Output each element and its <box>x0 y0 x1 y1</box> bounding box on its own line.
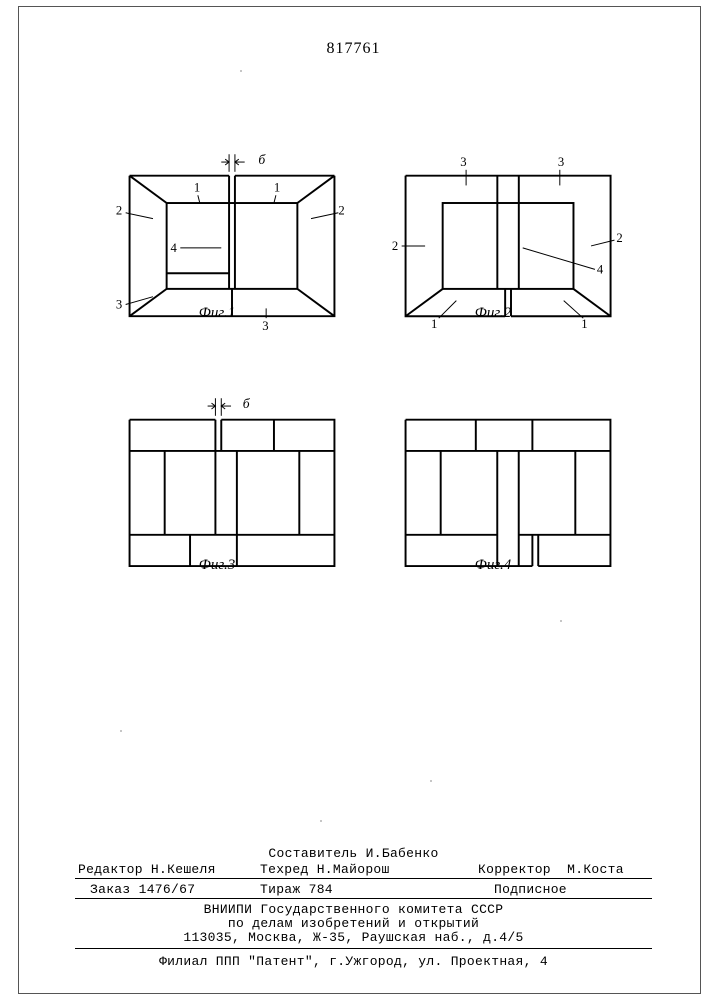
figure-3: б Фиг.3 <box>112 388 322 578</box>
rule-3 <box>75 948 652 949</box>
fig1-gap-label: б <box>258 152 266 167</box>
meta-editor: Редактор Н.Кешеля <box>78 862 216 877</box>
meta-techred: Техред Н.Майорош <box>260 862 390 877</box>
rule-1 <box>75 878 652 879</box>
fig1-caption: Фиг.1 <box>112 305 322 322</box>
meta-corrector: Корректор М.Коста <box>478 862 624 877</box>
doc-number: 817761 <box>0 40 707 58</box>
meta-filial: Филиал ППП "Патент", г.Ужгород, ул. Прое… <box>0 954 707 969</box>
fig2-caption: Фиг.2 <box>388 305 598 322</box>
page: 817761 <box>0 0 707 1000</box>
rule-2 <box>75 898 652 899</box>
svg-text:1: 1 <box>274 180 280 194</box>
meta-addr: 113035, Москва, Ж-35, Раушская наб., д.4… <box>0 930 707 945</box>
figure-2: 3 3 2 2 4 1 1 Фиг.2 <box>388 144 598 324</box>
meta-line0: Составитель И.Бабенко <box>0 846 707 861</box>
svg-text:4: 4 <box>597 262 604 276</box>
svg-text:1: 1 <box>194 180 200 194</box>
meta-dept: по делам изобретений и открытий <box>0 916 707 931</box>
svg-text:3: 3 <box>460 155 466 169</box>
meta-tirazh: Тираж 784 <box>260 882 333 897</box>
fig4-caption: Фиг.4 <box>388 557 598 574</box>
svg-text:2: 2 <box>616 231 622 245</box>
svg-text:2: 2 <box>392 239 398 253</box>
figure-1: б 1 1 2 2 4 3 3 Фиг.1 <box>112 144 322 324</box>
svg-text:3: 3 <box>558 155 564 169</box>
figure-4: Фиг.4 <box>388 388 598 578</box>
svg-text:4: 4 <box>171 241 178 255</box>
svg-text:2: 2 <box>116 204 122 218</box>
svg-text:б: б <box>243 396 251 411</box>
svg-text:2: 2 <box>338 204 344 218</box>
meta-vniipi: ВНИИПИ Государственного комитета СССР <box>0 902 707 917</box>
meta-sign: Подписное <box>494 882 567 897</box>
meta-order: Заказ 1476/67 <box>90 882 195 897</box>
fig3-caption: Фиг.3 <box>112 557 322 574</box>
